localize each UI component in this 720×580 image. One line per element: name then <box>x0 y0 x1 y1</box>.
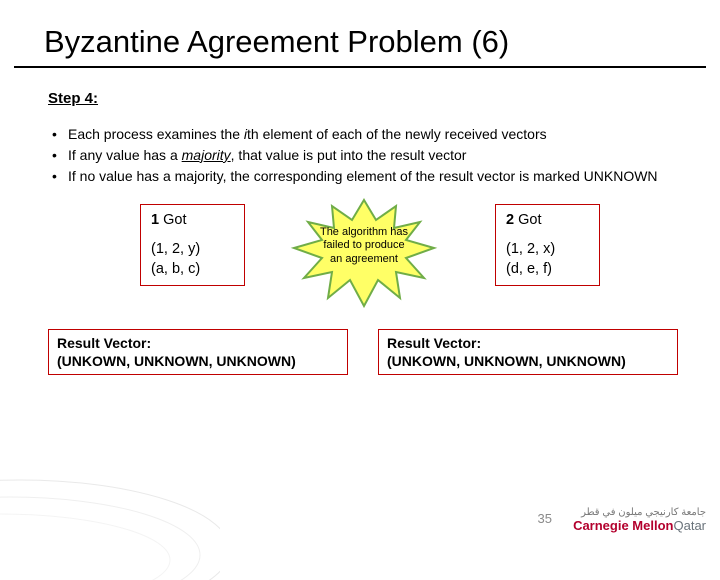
got-box-1-line1: (1, 2, y) <box>151 240 234 260</box>
result-boxes-row: Result Vector: (UNKOWN, UNKNOWN, UNKNOWN… <box>0 329 720 377</box>
bullet-1: Each process examines the ith element of… <box>48 125 672 144</box>
result-box-1: Result Vector: (UNKOWN, UNKNOWN, UNKNOWN… <box>48 329 348 375</box>
got-boxes-row: 1 Got (1, 2, y) (a, b, c) The algorithm … <box>0 204 720 319</box>
star-callout: The algorithm has failed to produce an a… <box>284 198 444 308</box>
got-box-2: 2 Got (1, 2, x) (d, e, f) <box>495 204 600 287</box>
bullet-2: If any value has a majority, that value … <box>48 146 672 165</box>
star-text: The algorithm has failed to produce an a… <box>284 226 444 267</box>
cmu-qatar-logo: جامعة كارنيجي ميلون في قطر Carnegie Mell… <box>573 508 706 532</box>
bullet-list: Each process examines the ith element of… <box>48 125 672 186</box>
result-1-value: (UNKOWN, UNKNOWN, UNKNOWN) <box>57 352 339 370</box>
got-box-2-line1: (1, 2, x) <box>506 240 589 260</box>
slide-number: 35 <box>538 511 552 526</box>
result-2-value: (UNKOWN, UNKNOWN, UNKNOWN) <box>387 352 669 370</box>
logo-main: Carnegie MellonQatar <box>573 519 706 532</box>
result-1-title: Result Vector: <box>57 334 339 352</box>
got-box-1-line2: (a, b, c) <box>151 260 234 280</box>
got-box-2-header: 2 Got <box>506 211 589 231</box>
got-box-1-header: 1 Got <box>151 211 234 231</box>
result-box-2: Result Vector: (UNKOWN, UNKNOWN, UNKNOWN… <box>378 329 678 375</box>
bullet-3: If no value has a majority, the correspo… <box>48 167 672 186</box>
slide-title: Byzantine Agreement Problem (6) <box>14 0 706 68</box>
got-box-1: 1 Got (1, 2, y) (a, b, c) <box>140 204 245 287</box>
step-label: Step 4: <box>48 90 720 107</box>
logo-arabic: جامعة كارنيجي ميلون في قطر <box>573 508 706 518</box>
got-box-2-line2: (d, e, f) <box>506 260 589 280</box>
result-2-title: Result Vector: <box>387 334 669 352</box>
background-swoosh <box>0 420 220 580</box>
